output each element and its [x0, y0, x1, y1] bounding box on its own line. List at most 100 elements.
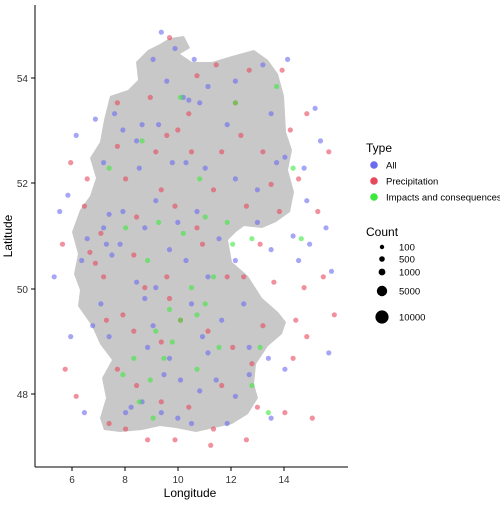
x-tick-label: 14	[278, 475, 290, 486]
point-precipitation	[123, 176, 129, 182]
legend-title-type: Type	[366, 141, 392, 155]
point-all	[106, 334, 112, 340]
point-all	[188, 420, 195, 427]
point-precipitation	[134, 214, 140, 220]
point-precipitation	[68, 160, 74, 166]
point-impacts-and-consequences	[169, 339, 175, 345]
point-precipitation	[188, 149, 195, 155]
point-impacts-and-consequences	[180, 230, 186, 236]
point-impacts-and-consequences	[202, 214, 208, 220]
point-impacts-and-consequences	[123, 225, 129, 231]
point-precipitation	[142, 285, 148, 291]
point-precipitation	[296, 176, 302, 182]
point-all	[304, 198, 310, 204]
point-precipitation	[114, 100, 120, 106]
point-all	[216, 236, 222, 242]
type-legend: Type All Precipitation Impacts and conse…	[366, 141, 500, 204]
point-all	[232, 393, 238, 399]
point-precipitation	[320, 274, 326, 280]
point-precipitation	[98, 230, 104, 236]
point-precipitation	[210, 187, 217, 193]
point-precipitation	[230, 344, 236, 350]
point-all	[156, 122, 162, 128]
y-tick-label: 54	[17, 74, 29, 85]
point-all	[90, 323, 96, 329]
point-precipitation	[238, 132, 244, 138]
point-precipitation	[243, 203, 249, 209]
point-precipitation	[164, 132, 170, 138]
point-all	[232, 78, 238, 84]
point-all	[68, 334, 74, 340]
point-precipitation	[194, 225, 200, 231]
x-axis-title: Longitude	[164, 486, 217, 500]
axes-layer: 6 8 10 12 14 48 50 52 54 Longitude Latit…	[1, 5, 348, 500]
point-precipitation	[186, 111, 192, 117]
point-all	[158, 410, 164, 416]
point-all	[128, 404, 134, 410]
point-all	[134, 279, 140, 285]
point-impacts-and-consequences	[298, 236, 304, 242]
point-all	[79, 257, 85, 264]
point-impacts-and-consequences	[290, 165, 296, 171]
point-all	[150, 56, 156, 63]
point-all	[246, 372, 252, 378]
point-all	[191, 56, 197, 63]
point-precipitation	[315, 208, 321, 215]
point-all	[136, 165, 142, 171]
point-impacts-and-consequences	[136, 399, 142, 405]
point-all	[197, 100, 203, 106]
point-all	[120, 127, 126, 133]
legend-size-500	[379, 256, 385, 262]
point-all	[268, 415, 274, 421]
point-precipitation	[131, 328, 137, 334]
point-all	[172, 45, 178, 52]
point-all	[175, 415, 181, 421]
point-precipitation	[241, 274, 247, 280]
point-all	[112, 111, 118, 117]
point-all	[175, 219, 181, 225]
point-impacts-and-consequences	[216, 344, 222, 350]
legend-label-100: 100	[399, 243, 415, 254]
point-impacts-and-consequences	[161, 355, 167, 361]
point-all	[224, 122, 230, 128]
point-all	[285, 56, 291, 63]
point-all	[254, 219, 260, 225]
point-all	[274, 160, 280, 166]
point-all	[166, 247, 173, 253]
point-all	[241, 301, 247, 307]
point-all	[213, 377, 219, 383]
point-precipitation	[301, 285, 307, 291]
y-axis-title: Latitude	[1, 214, 15, 257]
legend-label-10000: 10000	[399, 313, 425, 324]
point-all	[109, 252, 115, 258]
point-precipitation	[282, 410, 288, 416]
point-all	[268, 111, 274, 117]
point-precipitation	[326, 149, 332, 155]
point-precipitation	[224, 274, 230, 280]
point-all	[296, 257, 302, 264]
point-precipitation	[309, 415, 315, 421]
point-precipitation	[114, 143, 120, 149]
point-all	[328, 268, 335, 274]
point-all	[254, 187, 260, 193]
x-tick-label: 6	[69, 475, 75, 486]
point-impacts-and-consequences	[232, 100, 238, 106]
point-precipitation	[164, 274, 170, 280]
point-impacts-and-consequences	[177, 317, 184, 323]
point-all	[145, 344, 151, 350]
point-all	[106, 211, 112, 217]
point-precipitation	[166, 295, 173, 302]
point-impacts-and-consequences	[230, 241, 236, 247]
point-precipitation	[271, 279, 277, 285]
point-all	[153, 285, 159, 291]
point-all	[326, 350, 332, 356]
point-precipitation	[186, 404, 192, 410]
point-all	[188, 301, 195, 307]
point-all	[142, 295, 148, 302]
point-precipitation	[219, 382, 225, 389]
legend-label-precipitation: Precipitation	[386, 177, 438, 188]
point-precipitation	[249, 361, 255, 367]
point-precipitation	[276, 208, 282, 215]
point-precipitation	[279, 67, 285, 73]
